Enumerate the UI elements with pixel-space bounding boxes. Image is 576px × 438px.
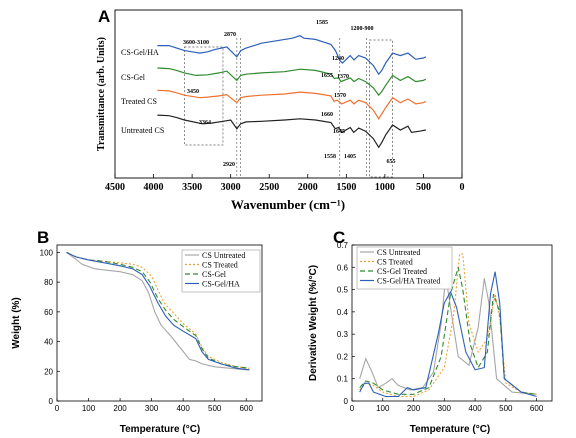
y-tick-label: 0: [344, 397, 349, 406]
y-tick-label: 0.5: [337, 286, 349, 295]
plot-frame-c: [351, 244, 553, 402]
x-tick-label: 300: [438, 404, 452, 413]
peak-annotation: 1240: [332, 56, 344, 62]
y-tick-label: 100: [40, 248, 54, 257]
peak-annotation: 1405: [344, 154, 356, 160]
y-axis-label-b: Weight (%): [11, 297, 22, 348]
y-tick-label: 0.3: [337, 330, 349, 339]
y-tick-label: 0.4: [337, 308, 349, 317]
x-tick-label: 1500: [336, 182, 356, 193]
series-line-cs-gel: [66, 251, 250, 369]
series-line-cs-gel-ha: [157, 35, 427, 76]
x-tick-label: 400: [468, 404, 482, 413]
peak-annotation: 1558: [324, 154, 336, 160]
y-tick-label: 80: [44, 278, 53, 287]
y-tick-label: 60: [44, 308, 53, 317]
y-axis-label-a: Transmittance (arb. Units): [96, 37, 107, 151]
legend-entry: CS Untreated: [202, 251, 245, 260]
series-line-untreated-cs: [157, 114, 426, 149]
series-label: Treated CS: [121, 97, 157, 106]
peak-annotation: 1655: [321, 73, 333, 79]
y-tick-label: 0.7: [337, 241, 349, 250]
series-line-treated-cs: [157, 89, 427, 120]
panel-b: B 0 100 200 300 400 500 600 0 20 40 60 80 100 CS Unt…: [11, 228, 263, 435]
peak-annotation: 3600-3100: [183, 40, 209, 46]
x-tick-label: 400: [176, 404, 190, 413]
y-tick-label: 40: [44, 338, 53, 347]
peak-annotation: 1645: [333, 129, 345, 135]
peak-annotation: 2870: [224, 32, 236, 38]
panel-label-c: C: [333, 228, 345, 247]
plot-frame-b: [56, 244, 263, 402]
x-tick-label: 100: [82, 404, 96, 413]
region-box-1200-900: [369, 39, 393, 178]
legend-entry: CS-Gel/HA Treated: [377, 277, 440, 286]
x-axis-label-c: Temperature (°C): [410, 424, 491, 435]
x-tick-label: 200: [113, 404, 127, 413]
x-tick-label: 4000: [144, 182, 164, 193]
legend-entry: CS-Gel/HA: [202, 280, 240, 289]
peak-annotation: 1660: [321, 112, 333, 118]
peak-annotation: 2920: [223, 162, 235, 168]
series-label: CS-Gel: [121, 73, 146, 82]
x-tick-label: 2000: [298, 182, 318, 193]
x-tick-label: 0: [55, 404, 60, 413]
plot-frame-a: [114, 9, 463, 179]
peak-annotation: 1570: [334, 93, 346, 99]
x-tick-label: 4500: [105, 182, 125, 193]
panel-label-a: A: [98, 7, 110, 26]
x-tick-label: 300: [145, 404, 159, 413]
x-tick-label: 3000: [221, 182, 241, 193]
x-tick-label: 0: [350, 404, 355, 413]
legend-entry: CS-Gel Treated: [377, 267, 427, 276]
y-tick-label: 0.1: [337, 375, 349, 384]
x-tick-label: 100: [376, 404, 390, 413]
x-axis-label-b: Temperature (°C): [120, 424, 201, 435]
x-tick-label: 2500: [259, 182, 279, 193]
y-tick-label: 20: [44, 367, 53, 376]
region-box-3600-3100: [184, 46, 224, 146]
peak-annotation: 1585: [316, 20, 328, 26]
legend-entry: CS Treated: [377, 258, 413, 267]
x-tick-label: 500: [499, 404, 513, 413]
series-line-cs-gel-treated: [359, 267, 537, 395]
x-tick-label: 500: [208, 404, 222, 413]
x-tick-label: 0: [460, 182, 465, 193]
series-line-cs-treated: [359, 253, 537, 398]
peak-annotation: 3364: [199, 120, 211, 126]
panel-label-b: B: [37, 228, 49, 247]
series-label: CS-Gel/HA: [121, 48, 159, 57]
legend-entry: CS Untreated: [377, 248, 420, 257]
x-tick-label: 500: [416, 182, 431, 193]
x-tick-label: 200: [407, 404, 421, 413]
x-axis-label-a: Wavenumber (cm⁻¹): [231, 197, 345, 212]
series-line-cs-untreated: [66, 251, 250, 371]
series-label: Untreated CS: [121, 126, 164, 135]
peak-annotation: 1200-900: [351, 26, 374, 32]
y-tick-label: 0.6: [337, 263, 349, 272]
x-tick-label: 600: [530, 404, 544, 413]
peak-annotation: 3450: [187, 89, 199, 95]
panel-a: A 3600-3100 2870 1585 1200-900 1240 1655 1370 3…: [96, 7, 465, 212]
panel-c: C 0 100 200 300 400 500 600 0 0.1 0.2 0.3 0.4 0.5 0.6…: [308, 228, 553, 435]
legend-entry: CS Treated: [202, 261, 238, 270]
x-tick-label: 1000: [375, 182, 395, 193]
x-tick-label: 3500: [182, 182, 202, 193]
legend-box: [356, 246, 453, 290]
series-line-cs-gel: [157, 67, 427, 97]
x-tick-label: 600: [240, 404, 254, 413]
peak-annotation: 655: [387, 159, 396, 165]
series-line-cs-gel-ha-treated: [359, 271, 537, 398]
y-tick-label: 0: [49, 397, 54, 406]
series-line-cs-untreated: [359, 276, 537, 395]
peak-annotation: 1370: [337, 74, 349, 80]
legend-box: [181, 249, 261, 293]
y-axis-label-c: Derivative Weight (%/°C): [308, 265, 319, 381]
y-tick-label: 0.2: [337, 352, 349, 361]
legend-entry: CS-Gel: [202, 270, 227, 279]
series-line-cs-gel-ha: [66, 251, 250, 371]
